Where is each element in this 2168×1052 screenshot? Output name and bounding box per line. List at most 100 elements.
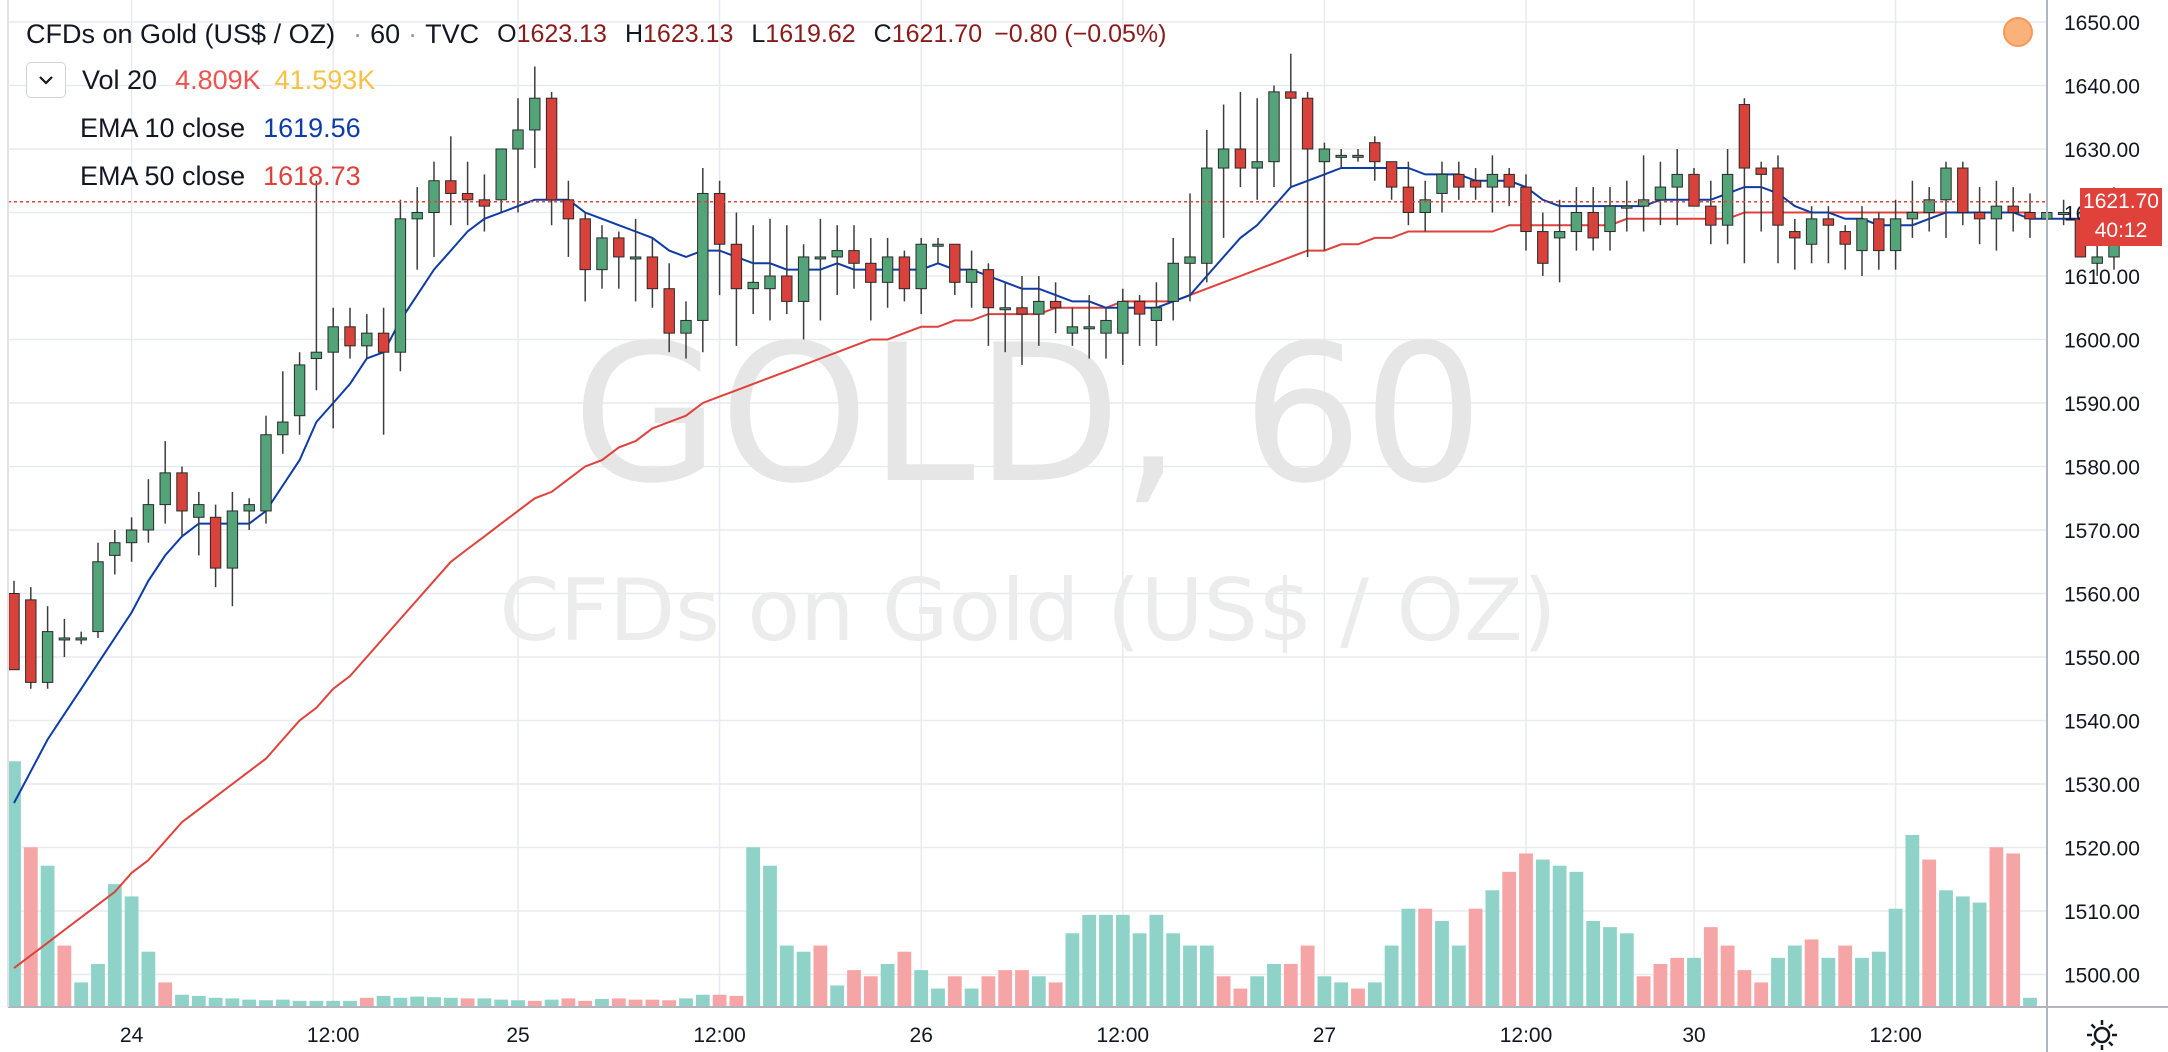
chevron-down-icon (39, 76, 53, 85)
candle-body (478, 199, 491, 207)
candle-body (344, 326, 356, 347)
candle-body (1990, 205, 2003, 220)
indicator-row-volume[interactable]: Vol 20 4.809K 41.593K (26, 56, 1166, 104)
sun-settings-icon[interactable] (2087, 1020, 2117, 1050)
candle-body (1621, 205, 1633, 209)
high-value: 1623.13 (643, 19, 734, 48)
candle-body (848, 250, 860, 264)
candle-body (1385, 161, 1398, 188)
candle-body (1856, 218, 1868, 252)
candle-body (394, 218, 407, 353)
price-tick-label: 1510.00 (2064, 901, 2140, 924)
candle-body (1822, 218, 1835, 226)
close-label: C (873, 19, 892, 48)
volume-bar (326, 1000, 341, 1007)
time-axis[interactable]: 24 12:00 25 12:00 26 12:00 27 12:00 30 12:00 (120, 1024, 1922, 1047)
candle-body (159, 472, 171, 506)
separator-dot: · (353, 18, 363, 49)
volume-bar (1099, 914, 1113, 1007)
volume-bar (1115, 914, 1130, 1007)
collapse-legend-button[interactable] (26, 62, 66, 98)
candle-body (411, 212, 423, 220)
low-label: L (751, 19, 766, 48)
volume-bar (1939, 890, 1953, 1007)
candle-body (1469, 180, 1482, 188)
candle-body (1940, 167, 1952, 201)
candle-body (646, 256, 659, 290)
candle-body (781, 275, 793, 302)
volume-bar (1031, 976, 1046, 1007)
candle-body (176, 472, 188, 512)
volume-bar (158, 982, 173, 1007)
volume-bar (1771, 957, 1785, 1007)
candle-body (1369, 142, 1381, 163)
volume-bar (1183, 945, 1197, 1007)
candle-body (1671, 173, 1683, 188)
volume-bar (561, 998, 576, 1007)
candle-body (1805, 218, 1818, 245)
candle-body (697, 192, 709, 321)
volume-bar (1300, 945, 1315, 1007)
volume-bar (1367, 982, 1382, 1007)
candle-body (898, 256, 911, 290)
volume-bar (242, 999, 257, 1007)
candle-body (629, 256, 642, 260)
status-dot-icon[interactable] (2003, 17, 2033, 47)
volume-bar (628, 999, 643, 1007)
volume-bar (998, 970, 1013, 1007)
volume-bar (1586, 921, 1601, 1007)
candle-body (932, 243, 944, 247)
volume-bar (527, 1000, 542, 1007)
volume-bars (7, 761, 2037, 1007)
price-tick-label: 1600.00 (2064, 330, 2140, 353)
candle-body (2024, 212, 2036, 220)
volume-bar (679, 998, 693, 1007)
candle-body (1688, 173, 1700, 207)
indicator-name[interactable]: Vol 20 (82, 64, 158, 95)
candle-body (495, 148, 507, 201)
volume-bar (813, 945, 828, 1007)
indicator-row-ema50[interactable]: EMA 50 close 1618.73 (26, 152, 1166, 200)
volume-bar (1048, 982, 1063, 1007)
volume-bar (393, 997, 408, 1007)
volume-bar (460, 998, 475, 1007)
volume-bar (1569, 871, 1584, 1007)
time-tick-label: 12:00 (693, 1024, 746, 1047)
volume-bar (964, 988, 979, 1007)
candle-body (1923, 199, 1935, 214)
time-tick-label: 12:00 (307, 1024, 360, 1047)
volume-bar (914, 970, 929, 1007)
candle-body (1066, 326, 1079, 334)
separator-dot: · (408, 18, 418, 49)
volume-bar (595, 999, 609, 1007)
candle-body (596, 237, 608, 271)
volume-bar (1485, 890, 1500, 1007)
candle-body (831, 250, 843, 258)
price-tick-label: 1590.00 (2064, 393, 2140, 416)
volume-bar (1283, 964, 1298, 1007)
volume-bar (1435, 921, 1449, 1007)
indicator-row-ema10[interactable]: EMA 10 close 1619.56 (26, 104, 1166, 152)
volume-bar (1619, 933, 1634, 1007)
volume-bar (1519, 853, 1533, 1007)
interval-label[interactable]: 60 (370, 18, 401, 49)
volume-bar (880, 964, 895, 1007)
countdown-tag: 40:12 (2080, 216, 2162, 246)
candle-body (1285, 91, 1297, 99)
candle-body (680, 319, 692, 334)
candle-body (1301, 97, 1314, 150)
volume-bar (477, 998, 492, 1007)
symbol-title[interactable]: CFDs on Gold (US$ / OZ) (26, 18, 336, 49)
candle-body (2057, 212, 2070, 215)
volume-bar (1888, 908, 1903, 1007)
indicator-name[interactable]: EMA 10 close (80, 112, 246, 143)
candle-body (260, 434, 272, 512)
low-value: 1619.62 (765, 19, 856, 48)
candle-body (243, 504, 255, 512)
last-price-tag: 1621.70 (2080, 187, 2162, 217)
candle-body (2091, 256, 2103, 264)
candle-body (545, 97, 558, 201)
candle-body (764, 275, 776, 290)
indicator-name[interactable]: EMA 50 close (80, 160, 246, 191)
